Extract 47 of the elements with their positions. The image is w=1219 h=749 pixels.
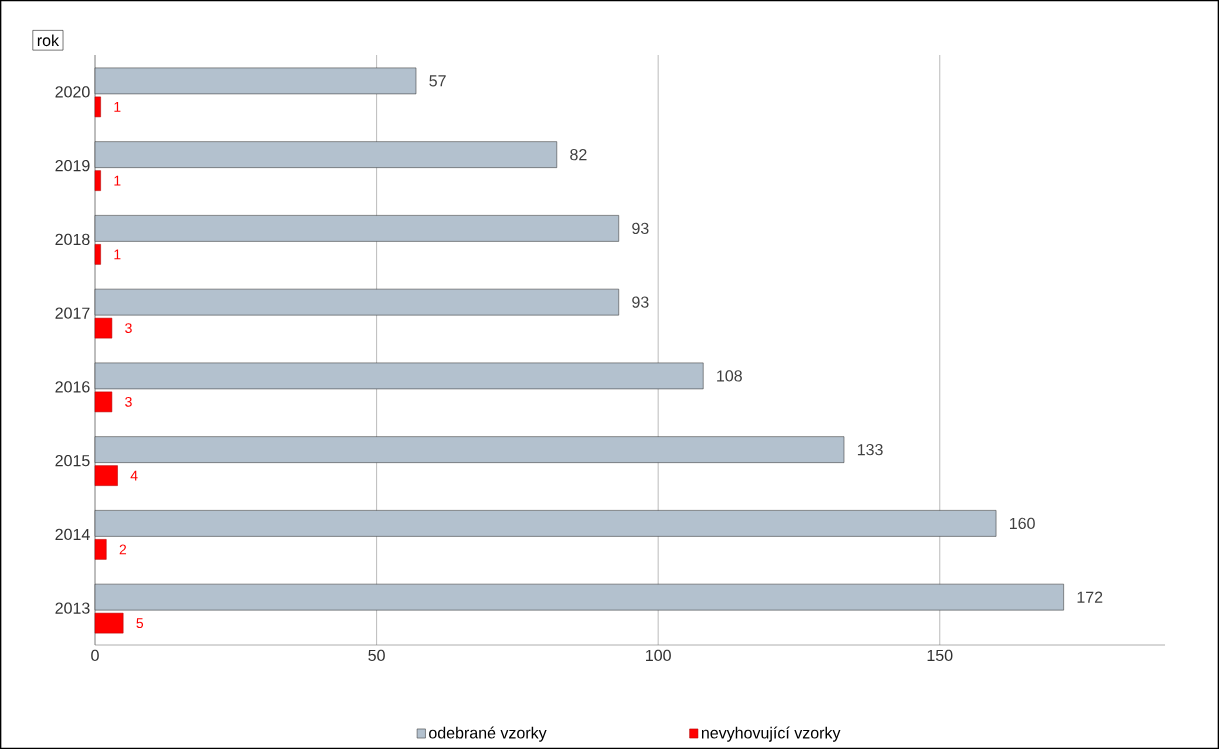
y-tick-label: 2015	[55, 454, 90, 467]
data-label: 160	[1009, 517, 1035, 530]
data-label: 1	[114, 175, 121, 186]
y-tick-label: 2013	[55, 602, 90, 614]
data-label: 2	[119, 544, 127, 555]
bar	[94, 244, 101, 265]
data-label: 5	[136, 618, 144, 629]
data-label: 3	[125, 396, 132, 407]
data-label: 3	[125, 323, 132, 334]
bar	[94, 391, 113, 413]
bar	[94, 141, 558, 168]
data-label: 108	[717, 370, 742, 382]
bar	[94, 465, 118, 486]
y-tick-label: 2014	[55, 528, 90, 541]
y-tick-label: 2017	[55, 307, 90, 319]
bar	[94, 362, 704, 390]
legend-label: nevyhovující vzorky	[701, 726, 841, 742]
data-label: 82	[570, 148, 587, 161]
data-label: 93	[632, 222, 649, 235]
bar	[94, 317, 113, 339]
data-label: 57	[429, 75, 446, 87]
x-tick-label: 100	[646, 649, 671, 662]
bar	[94, 612, 124, 634]
data-label: 1	[114, 249, 121, 260]
legend-label: odebrané vzorky	[429, 726, 547, 742]
y-tick-label: 2019	[55, 159, 90, 172]
bar	[94, 288, 620, 316]
bar	[94, 170, 101, 191]
x-tick-label: 50	[368, 649, 385, 662]
y-tick-label: 2018	[55, 233, 90, 246]
y-tick-label: 2020	[55, 86, 90, 98]
bar	[94, 436, 845, 463]
data-label: 133	[857, 443, 883, 456]
data-label: 1	[114, 102, 121, 112]
x-tick-label: 0	[91, 649, 99, 662]
bar	[94, 539, 107, 560]
x-tick-label: 150	[927, 649, 953, 662]
data-label: 93	[632, 296, 649, 308]
bar	[94, 96, 101, 118]
bar	[94, 215, 620, 242]
y-tick-label: 2016	[55, 381, 90, 393]
bar	[94, 510, 997, 537]
bar	[94, 67, 417, 95]
y-axis-title: rok	[37, 34, 60, 47]
data-label: 172	[1077, 591, 1103, 603]
bar	[94, 583, 1064, 611]
data-label: 4	[130, 470, 138, 481]
